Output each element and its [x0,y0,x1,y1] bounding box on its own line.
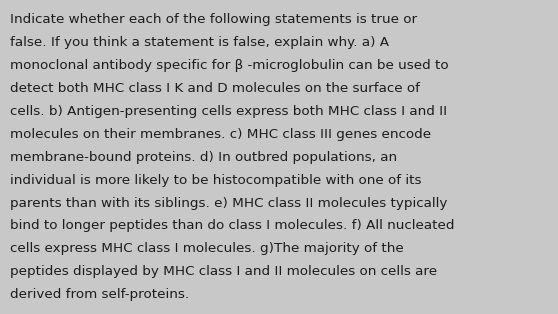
Text: peptides displayed by MHC class I and II molecules on cells are: peptides displayed by MHC class I and II… [10,265,437,278]
Text: false. If you think a statement is false, explain why. a) A: false. If you think a statement is false… [10,36,389,49]
Text: membrane-bound proteins. d) In outbred populations, an: membrane-bound proteins. d) In outbred p… [10,151,397,164]
Text: bind to longer peptides than do class I molecules. f) All nucleated: bind to longer peptides than do class I … [10,219,455,232]
Text: detect both MHC class I K and D molecules on the surface of: detect both MHC class I K and D molecule… [10,82,420,95]
Text: Indicate whether each of the following statements is true or: Indicate whether each of the following s… [10,13,417,26]
Text: cells. b) Antigen-presenting cells express both MHC class I and II: cells. b) Antigen-presenting cells expre… [10,105,447,118]
Text: derived from self-proteins.: derived from self-proteins. [10,288,189,301]
Text: individual is more likely to be histocompatible with one of its: individual is more likely to be histocom… [10,174,421,187]
Text: monoclonal antibody specific for β -microglobulin can be used to: monoclonal antibody specific for β -micr… [10,59,449,72]
Text: molecules on their membranes. c) MHC class III genes encode: molecules on their membranes. c) MHC cla… [10,128,431,141]
Text: cells express MHC class I molecules. g)The majority of the: cells express MHC class I molecules. g)T… [10,242,404,255]
Text: parents than with its siblings. e) MHC class II molecules typically: parents than with its siblings. e) MHC c… [10,197,448,209]
